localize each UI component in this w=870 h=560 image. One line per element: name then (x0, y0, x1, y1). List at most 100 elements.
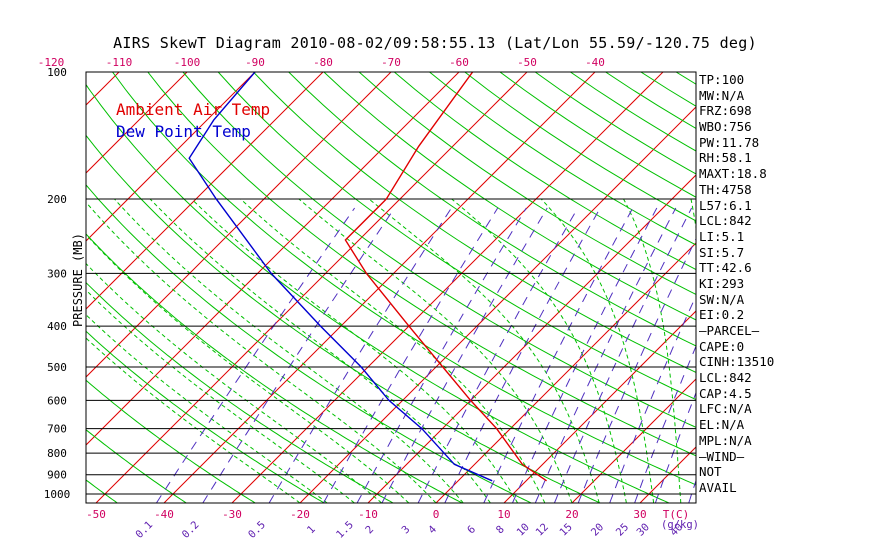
mixing-ratio-line (512, 207, 658, 503)
index-row: CAPE:0 (699, 338, 745, 354)
isotherm-line (571, 378, 696, 503)
mixing-ratio-tick-label: 8 (494, 523, 507, 536)
moist-adiabat-line (86, 201, 437, 503)
index-row: KI:293 (699, 275, 745, 291)
legend-dew-point-temp: Dew Point Temp (116, 122, 251, 141)
plot-frame (85, 71, 697, 504)
dew-point-temp-line (188, 72, 493, 482)
index-row: EI:0.2 (699, 307, 745, 323)
index-row: LCL:842 (699, 213, 752, 229)
top-temp-tick-label: -90 (245, 56, 265, 69)
index-row: RH:58.1 (699, 150, 752, 166)
pressure-tick-label: 200 (47, 193, 67, 206)
isotherm-line (95, 72, 528, 503)
mixing-ratio-line (609, 294, 696, 503)
index-row: CINH:13510 (699, 354, 775, 370)
bottom-temp-tick-label: -20 (290, 508, 310, 521)
y-axis-label: PRESSURE (MB) (71, 233, 85, 327)
isotherm-line (86, 72, 392, 378)
dry-adiabat-line (393, 72, 696, 271)
top-temp-tick-label: -40 (585, 56, 605, 69)
bottom-temp-tick-label: -10 (358, 508, 378, 521)
pressure-tick-label: 500 (47, 361, 67, 374)
mixing-ratio-line (202, 207, 396, 503)
moist-adiabat-line (191, 198, 519, 503)
pressure-tick-label: 100 (47, 66, 67, 79)
index-row: LFC:N/A (699, 401, 752, 417)
moist-adiabat-line (240, 198, 546, 503)
mixing-ratio-line (381, 207, 548, 503)
mixing-ratio-tick-label: 20 (589, 521, 606, 538)
moist-adiabat-line (368, 198, 600, 503)
mixing-ratio-line (534, 207, 677, 503)
moist-adiabat-line (86, 233, 410, 503)
top-temp-tick-label: -80 (313, 56, 333, 69)
isotherm-line (231, 72, 664, 503)
isotherm-line (299, 106, 696, 503)
index-row: CAP:4.5 (699, 385, 752, 401)
pressure-tick-label: 800 (47, 447, 67, 460)
dry-adiabat-line (253, 72, 696, 374)
bottom-temp-tick-label: -50 (86, 508, 106, 521)
moist-adiabat-line (149, 198, 491, 503)
pressure-tick-label: 1000 (44, 488, 71, 501)
index-row: TT:42.6 (699, 260, 752, 276)
moist-adiabat-line (451, 198, 627, 503)
mixing-ratio-tick-label: 0.2 (180, 519, 202, 541)
isotherm-line (86, 72, 188, 174)
temp-unit-label: T(C) (663, 508, 690, 521)
legend-ambient-air-temp: Ambient Air Temp (116, 100, 271, 119)
index-row: LI:5.1 (699, 228, 745, 244)
mixing-ratio-line (654, 391, 696, 503)
pressure-tick-label: 400 (47, 320, 67, 333)
dry-adiabat-line (86, 184, 532, 503)
isotherm-line (86, 72, 460, 446)
mixing-ratio-tick-label: 30 (635, 521, 652, 538)
bottom-temp-tick-label: 0 (433, 508, 440, 521)
mixing-ratio-line (444, 207, 601, 503)
isotherm-line (0, 72, 51, 503)
dry-adiabat-line (182, 72, 696, 428)
index-row: L57:6.1 (699, 197, 752, 213)
dry-adiabat-line (86, 479, 118, 503)
index-row: WBO:756 (699, 119, 752, 135)
dry-adiabat-line (217, 72, 696, 401)
data-lines (188, 72, 547, 482)
pressure-tick-label: 300 (47, 267, 67, 280)
index-row: MPL:N/A (699, 432, 752, 448)
top-temp-tick-label: -60 (449, 56, 469, 69)
pressure-tick-label: 900 (47, 469, 67, 482)
mixing-ratio-tick-label: 15 (557, 521, 574, 538)
mixing-ratio-tick-label: 4 (426, 523, 439, 536)
dry-adiabat-line (323, 72, 696, 321)
top-temp-tick-label: -120 (38, 56, 65, 69)
dry-adiabat-line (86, 134, 601, 503)
isotherm-line (503, 310, 696, 503)
mixing-ratio-tick-label: 10 (514, 521, 531, 538)
bottom-temp-tick-label: -40 (154, 508, 174, 521)
isotherm-line (435, 242, 696, 503)
moist-adiabat-line (86, 262, 382, 503)
index-row: NOT (699, 464, 722, 480)
mixing-ratio-line (155, 207, 356, 503)
pressure-tick-label: 700 (47, 423, 67, 436)
index-row: MW:N/A (699, 87, 745, 103)
mixing-ratio-line (634, 345, 696, 503)
top-temp-tick-label: -110 (106, 56, 133, 69)
mixing-ratio-tick-label: 0.5 (246, 519, 268, 541)
moist-adiabat-line (86, 289, 355, 503)
dry-adiabat-line (86, 379, 256, 503)
index-row: SI:5.7 (699, 244, 745, 260)
mixing-ratio-unit-label: (g/kg) (661, 519, 699, 531)
index-row: SW:N/A (699, 291, 745, 307)
dry-adiabat-line (288, 72, 696, 347)
mixing-ratio-line (323, 207, 499, 503)
mixing-ratio-tick-label: 3 (400, 523, 413, 536)
dry-adiabat-line (86, 330, 325, 503)
top-temp-tick-label: -100 (174, 56, 201, 69)
index-row: —PARCEL— (699, 323, 760, 338)
mixing-ratio-line (356, 207, 527, 503)
dry-adiabat-line (358, 72, 696, 296)
background-lines (0, 72, 696, 503)
